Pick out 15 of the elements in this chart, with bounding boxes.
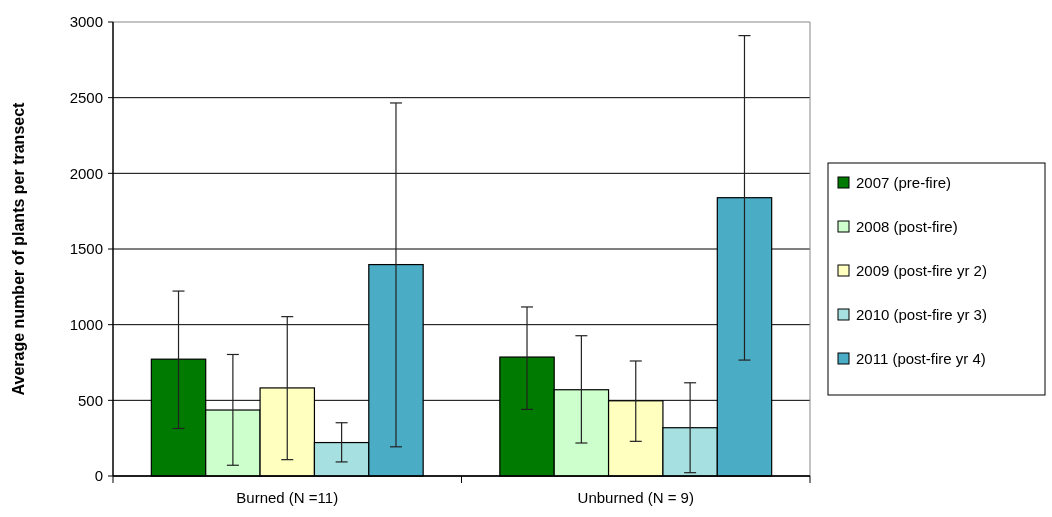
legend-label: 2010 (post-fire yr 3) xyxy=(856,306,987,324)
y-tick-label: 1500 xyxy=(69,240,103,258)
y-tick-label: 0 xyxy=(94,467,103,485)
y-tick-label: 3000 xyxy=(69,13,103,31)
y-tick-label: 2000 xyxy=(69,164,103,182)
x-tick-label: Burned (N =11) xyxy=(236,489,339,506)
x-tick-label: Unburned (N = 9) xyxy=(577,489,694,506)
y-axis-title: Average number of plants per transect xyxy=(10,101,27,396)
legend-label: 2007 (pre-fire) xyxy=(856,174,952,192)
y-tick-label: 1000 xyxy=(69,315,103,333)
legend-label: 2011 (post-fire yr 4) xyxy=(856,350,986,368)
legend-label: 2008 (post-fire) xyxy=(856,218,958,236)
y-tick-label: 500 xyxy=(77,391,103,409)
legend-label: 2009 (post-fire yr 2) xyxy=(856,262,987,280)
y-tick-label: 2500 xyxy=(69,88,103,106)
